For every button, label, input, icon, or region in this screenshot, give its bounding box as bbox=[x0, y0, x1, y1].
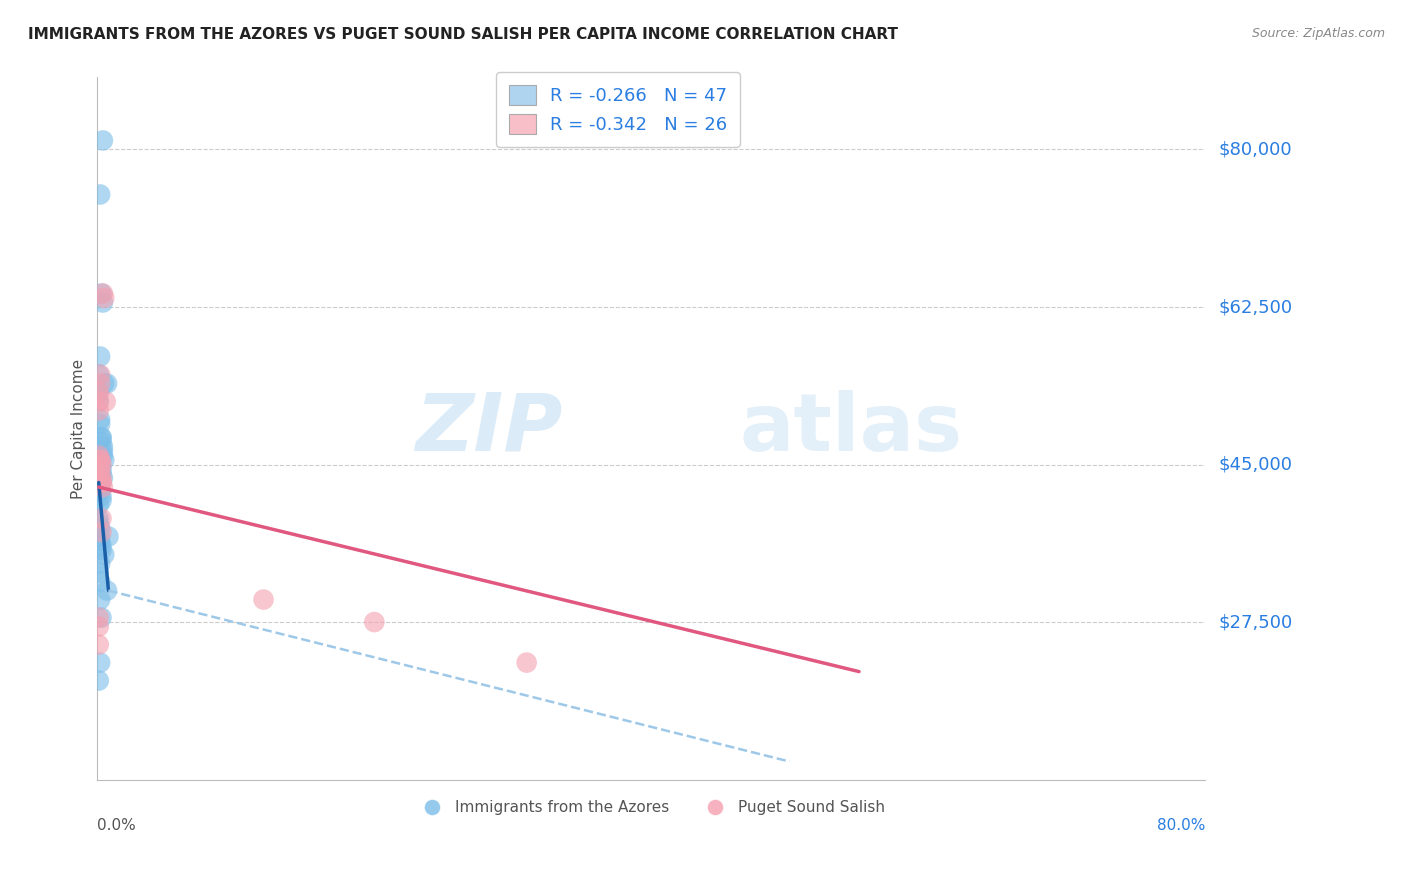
Point bbox=[91, 471, 114, 485]
Point bbox=[89, 458, 111, 472]
Point bbox=[87, 403, 110, 417]
Point bbox=[91, 133, 114, 147]
Point bbox=[94, 394, 117, 409]
Point bbox=[87, 394, 110, 409]
Point bbox=[97, 530, 120, 544]
Point bbox=[90, 458, 112, 472]
Point bbox=[87, 610, 110, 624]
Text: atlas: atlas bbox=[740, 390, 963, 467]
Point bbox=[89, 592, 111, 607]
Point bbox=[90, 543, 112, 558]
Text: ZIP: ZIP bbox=[415, 390, 562, 467]
Y-axis label: Per Capita Income: Per Capita Income bbox=[72, 359, 86, 499]
Point bbox=[90, 462, 112, 476]
Point bbox=[91, 449, 114, 463]
Point bbox=[89, 467, 111, 481]
Text: 0.0%: 0.0% bbox=[97, 818, 136, 833]
Point bbox=[93, 453, 115, 467]
Point bbox=[87, 673, 110, 688]
Legend: Immigrants from the Azores, Puget Sound Salish: Immigrants from the Azores, Puget Sound … bbox=[411, 794, 891, 822]
Point bbox=[89, 520, 111, 534]
Point bbox=[90, 286, 112, 301]
Point bbox=[89, 187, 111, 202]
Point bbox=[93, 376, 115, 391]
Point bbox=[89, 412, 111, 426]
Text: 80.0%: 80.0% bbox=[1157, 818, 1205, 833]
Point bbox=[90, 471, 112, 485]
Point bbox=[96, 583, 118, 598]
Point bbox=[89, 534, 111, 549]
Point bbox=[89, 368, 111, 382]
Point bbox=[93, 291, 115, 305]
Text: Source: ZipAtlas.com: Source: ZipAtlas.com bbox=[1251, 27, 1385, 40]
Point bbox=[91, 440, 114, 454]
Point bbox=[87, 449, 110, 463]
Point bbox=[90, 431, 112, 445]
Point bbox=[90, 431, 112, 445]
Text: $45,000: $45,000 bbox=[1219, 456, 1292, 474]
Point bbox=[89, 453, 111, 467]
Point bbox=[89, 462, 111, 476]
Point bbox=[90, 467, 112, 481]
Point bbox=[89, 350, 111, 364]
Point bbox=[89, 557, 111, 571]
Point bbox=[90, 539, 112, 553]
Point bbox=[87, 498, 110, 512]
Point bbox=[90, 435, 112, 450]
Point bbox=[252, 592, 274, 607]
Point bbox=[87, 385, 110, 400]
Point bbox=[87, 516, 110, 530]
Point bbox=[87, 394, 110, 409]
Point bbox=[87, 368, 110, 382]
Point bbox=[516, 656, 538, 670]
Point bbox=[87, 619, 110, 633]
Point bbox=[87, 385, 110, 400]
Point bbox=[89, 417, 111, 431]
Point bbox=[89, 530, 111, 544]
Point bbox=[89, 480, 111, 494]
Text: $80,000: $80,000 bbox=[1219, 140, 1292, 159]
Point bbox=[91, 295, 114, 310]
Point bbox=[91, 286, 114, 301]
Point bbox=[87, 566, 110, 580]
Point bbox=[91, 480, 114, 494]
Point bbox=[89, 484, 111, 499]
Point bbox=[91, 444, 114, 458]
Point bbox=[90, 475, 112, 490]
Point bbox=[87, 475, 110, 490]
Point bbox=[89, 453, 111, 467]
Point bbox=[89, 376, 111, 391]
Point bbox=[90, 511, 112, 525]
Text: IMMIGRANTS FROM THE AZORES VS PUGET SOUND SALISH PER CAPITA INCOME CORRELATION C: IMMIGRANTS FROM THE AZORES VS PUGET SOUN… bbox=[28, 27, 898, 42]
Point bbox=[90, 489, 112, 503]
Point bbox=[87, 638, 110, 652]
Point bbox=[89, 656, 111, 670]
Point bbox=[87, 511, 110, 525]
Text: $27,500: $27,500 bbox=[1219, 613, 1292, 631]
Point bbox=[93, 548, 115, 562]
Text: $62,500: $62,500 bbox=[1219, 298, 1292, 316]
Point bbox=[363, 615, 385, 629]
Point bbox=[90, 524, 112, 539]
Point bbox=[90, 610, 112, 624]
Point bbox=[96, 376, 118, 391]
Point bbox=[90, 475, 112, 490]
Point bbox=[89, 574, 111, 589]
Point bbox=[89, 475, 111, 490]
Point bbox=[90, 493, 112, 508]
